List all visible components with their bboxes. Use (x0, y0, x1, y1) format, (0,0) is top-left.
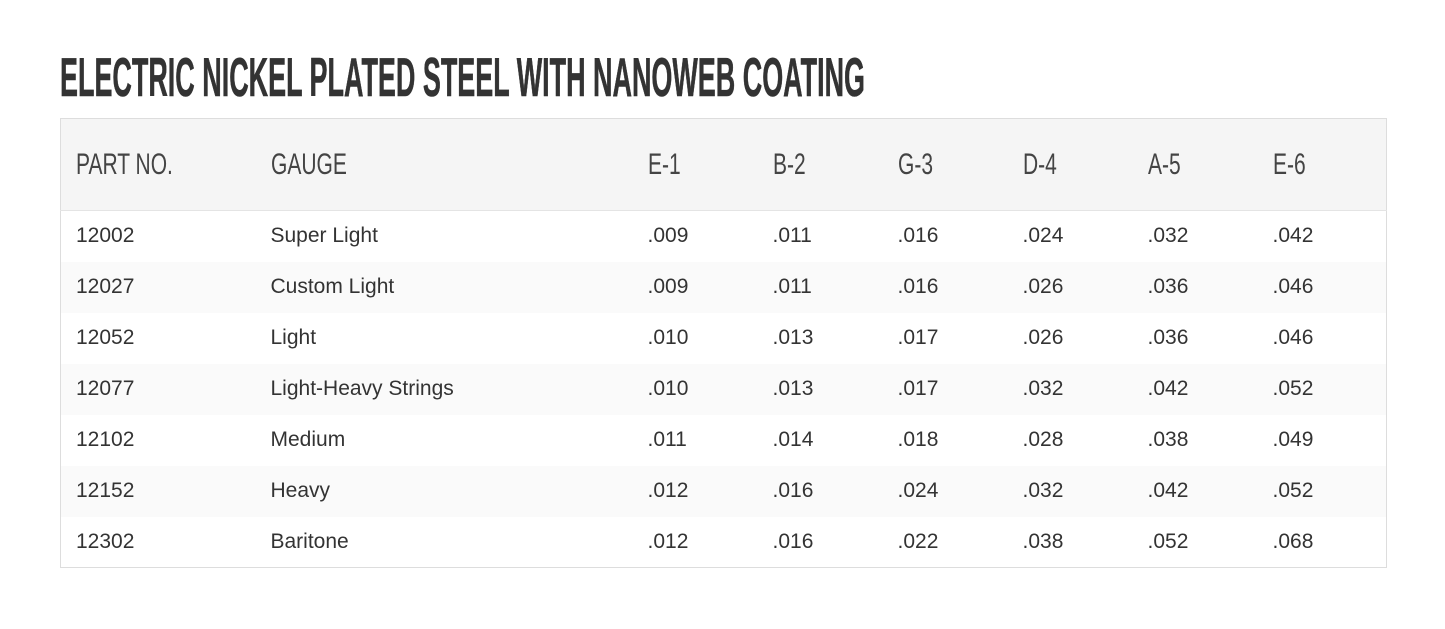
cell-part-no: 12152 (76, 479, 135, 502)
cell-gauge: Light (270, 326, 317, 349)
cell-e1: .011 (647, 428, 687, 451)
column-header-e1: E-1 (632, 118, 758, 211)
string-gauge-table: PART NO. GAUGE E-1 B-2 G-3 D-4 A-5 E-6 1… (60, 118, 1387, 568)
cell-d4: .026 (1022, 326, 1064, 349)
cell-a5: .042 (1147, 479, 1189, 502)
cell-part-no: 12077 (76, 377, 135, 400)
cell-part-no: 12027 (76, 275, 135, 298)
cell-d4: .032 (1022, 377, 1064, 400)
table-row: 12102 Medium .011 .014 .018 .028 .038 .0… (61, 415, 1387, 466)
cell-g3: .022 (897, 529, 939, 553)
cell-e1: .012 (647, 529, 689, 553)
cell-e1: .010 (647, 377, 689, 400)
cell-b2: .013 (772, 377, 814, 400)
table-row: 12152 Heavy .012 .016 .024 .032 .042 .05… (60, 465, 1387, 517)
cell-gauge: Super Light (270, 224, 378, 248)
cell-e6: .046 (1272, 275, 1314, 298)
cell-e6: .068 (1272, 529, 1314, 553)
cell-e1: .010 (647, 326, 689, 349)
cell-gauge: Heavy (270, 479, 331, 502)
cell-e6: .042 (1272, 224, 1314, 248)
table-header-row: PART NO. GAUGE E-1 B-2 G-3 D-4 A-5 E-6 (60, 118, 1387, 211)
cell-g3: .017 (897, 377, 939, 400)
cell-e6: .049 (1272, 428, 1314, 451)
cell-d4: .032 (1022, 479, 1064, 502)
table-row: 12077 Light-Heavy Strings .010 .013 .017… (60, 363, 1387, 415)
cell-a5: .052 (1147, 529, 1189, 553)
column-header-b2: B-2 (757, 118, 883, 211)
cell-part-no: 12102 (76, 428, 135, 451)
column-header-g3: G-3 (882, 118, 1008, 211)
column-header-e6: E-6 (1257, 118, 1387, 211)
column-header-gauge: GAUGE (255, 118, 633, 211)
cell-part-no: 12302 (76, 529, 135, 553)
cell-b2: .016 (772, 479, 814, 502)
cell-d4: .038 (1022, 529, 1064, 553)
cell-e1: .009 (647, 275, 689, 298)
cell-e6: .052 (1272, 479, 1314, 502)
cell-b2: .011 (772, 224, 812, 248)
page-title: ELECTRIC NICKEL PLATED STEEL WITH NANOWE… (60, 46, 1445, 108)
cell-g3: .018 (897, 428, 939, 451)
cell-a5: .038 (1147, 428, 1189, 451)
table-row: 12027 Custom Light .009 .011 .016 .026 .… (60, 261, 1387, 313)
cell-e1: .012 (647, 479, 689, 502)
cell-d4: .024 (1022, 224, 1064, 248)
table-row: 12052 Light .010 .013 .017 .026 .036 .04… (61, 313, 1387, 364)
cell-d4: .028 (1022, 428, 1064, 451)
cell-gauge: Medium (270, 428, 346, 451)
cell-b2: .016 (772, 529, 814, 553)
cell-gauge: Light-Heavy Strings (270, 377, 454, 400)
column-header-a5: A-5 (1132, 118, 1258, 211)
cell-gauge: Baritone (270, 529, 349, 553)
cell-g3: .016 (897, 224, 939, 248)
cell-part-no: 12052 (76, 326, 135, 349)
cell-a5: .036 (1147, 275, 1189, 298)
cell-b2: .014 (772, 428, 814, 451)
cell-a5: .036 (1147, 326, 1189, 349)
cell-a5: .042 (1147, 377, 1189, 400)
page-title-text: ELECTRIC NICKEL PLATED STEEL WITH NANOWE… (60, 46, 866, 108)
cell-gauge: Custom Light (270, 275, 395, 298)
column-header-d4: D-4 (1007, 118, 1133, 211)
cell-part-no: 12002 (76, 224, 135, 248)
cell-e6: .046 (1272, 326, 1314, 349)
cell-a5: .032 (1147, 224, 1189, 248)
cell-d4: .026 (1022, 275, 1064, 298)
cell-e6: .052 (1272, 377, 1314, 400)
cell-b2: .011 (772, 275, 812, 298)
cell-g3: .024 (897, 479, 939, 502)
cell-g3: .016 (897, 275, 939, 298)
cell-g3: .017 (897, 326, 939, 349)
table-row: 12002 Super Light .009 .011 .016 .024 .0… (61, 211, 1387, 262)
cell-b2: .013 (772, 326, 814, 349)
column-header-part-no: PART NO. (60, 118, 256, 211)
cell-e1: .009 (647, 224, 689, 248)
table-row: 12302 Baritone .012 .016 .022 .038 .052 … (61, 517, 1387, 568)
